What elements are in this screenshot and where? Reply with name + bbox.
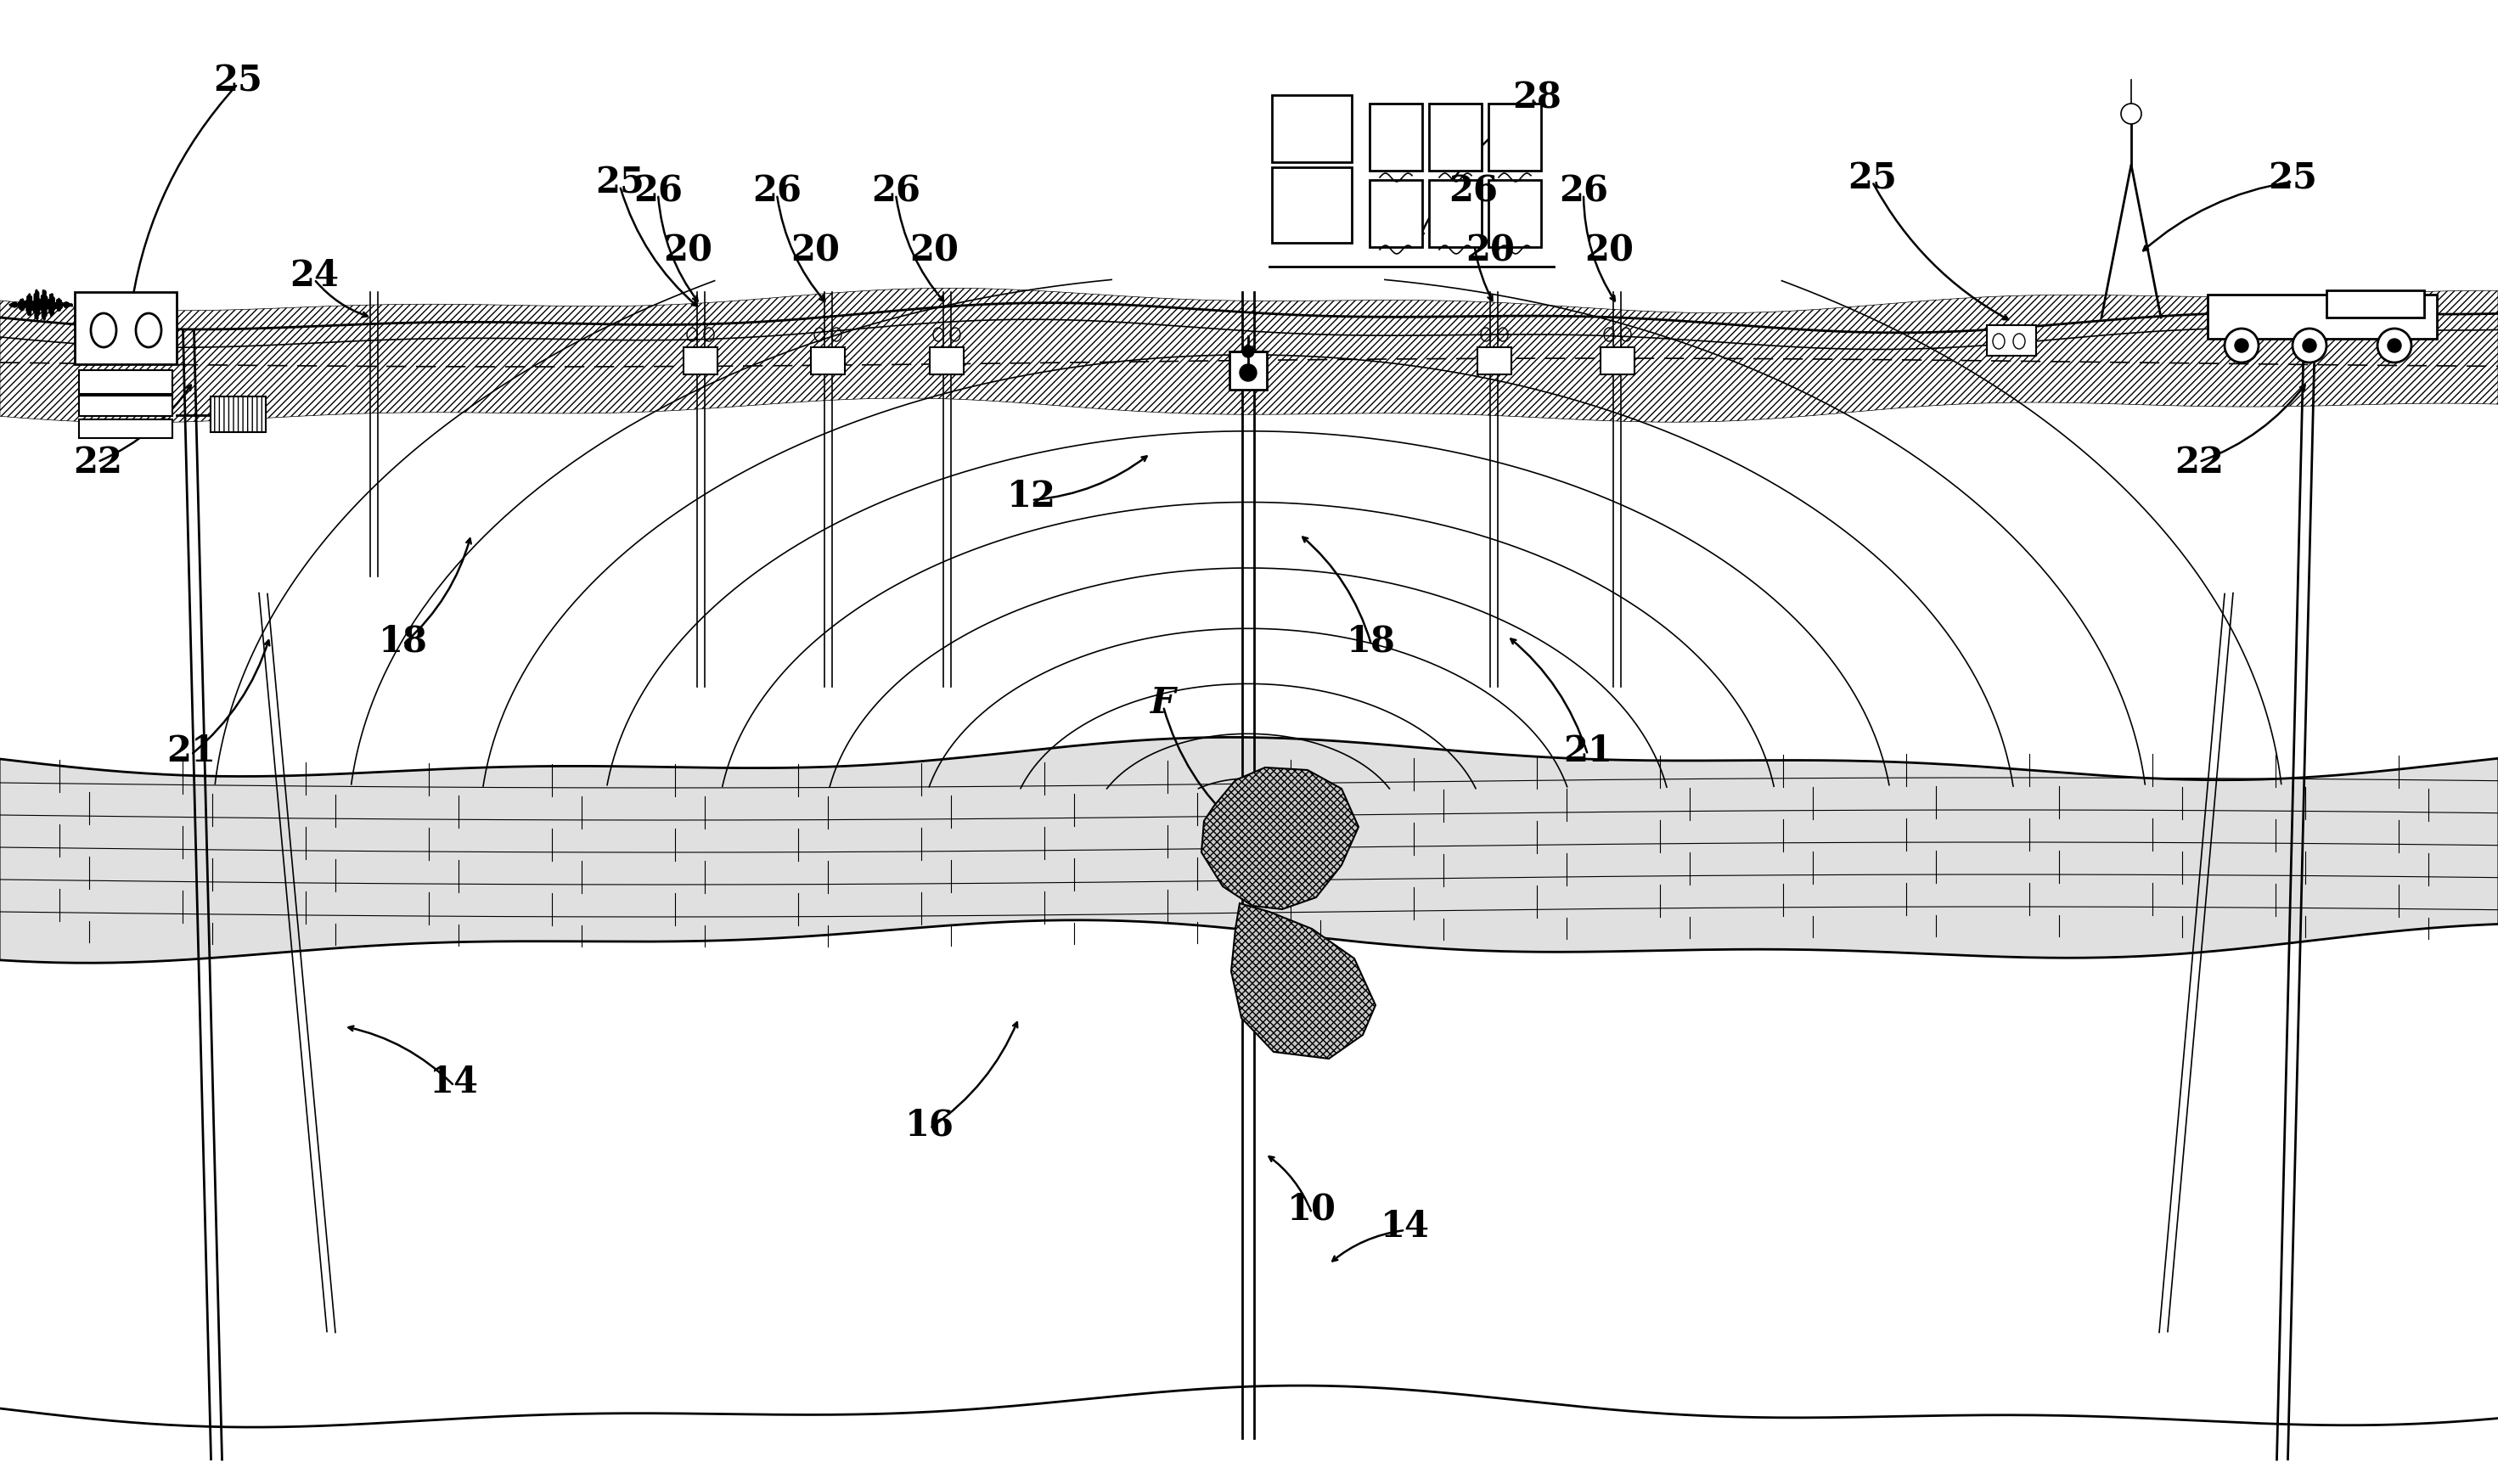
Circle shape [2226, 329, 2258, 364]
Text: 14: 14 [1381, 1208, 1429, 1244]
Text: 20: 20 [909, 233, 959, 269]
Polygon shape [0, 289, 2498, 423]
Text: 10: 10 [1286, 1192, 1336, 1227]
Text: 26: 26 [872, 174, 919, 209]
Polygon shape [1232, 904, 1376, 1060]
Text: 20: 20 [662, 233, 712, 269]
FancyBboxPatch shape [1476, 347, 1511, 375]
Text: 12: 12 [1007, 478, 1057, 513]
Text: 22: 22 [2173, 445, 2223, 481]
Text: 25: 25 [1849, 160, 1896, 196]
FancyBboxPatch shape [80, 396, 172, 417]
Circle shape [1242, 346, 1254, 358]
FancyBboxPatch shape [80, 371, 172, 395]
Text: 21: 21 [167, 733, 215, 769]
FancyBboxPatch shape [2326, 291, 2423, 318]
FancyBboxPatch shape [684, 347, 717, 375]
FancyBboxPatch shape [1229, 352, 1266, 390]
FancyBboxPatch shape [75, 292, 177, 365]
FancyBboxPatch shape [1271, 96, 1351, 163]
Text: 28: 28 [1511, 80, 1561, 116]
Text: 22: 22 [72, 445, 122, 481]
Text: 20: 20 [789, 233, 839, 269]
FancyBboxPatch shape [1369, 181, 1421, 248]
FancyBboxPatch shape [1601, 347, 1634, 375]
Text: 14: 14 [430, 1064, 480, 1100]
FancyBboxPatch shape [80, 420, 172, 439]
Text: 26: 26 [1449, 174, 1499, 209]
FancyBboxPatch shape [1369, 104, 1421, 171]
Polygon shape [0, 738, 2498, 963]
Text: 25: 25 [212, 62, 262, 98]
Text: 20: 20 [1584, 233, 1634, 269]
FancyBboxPatch shape [210, 398, 265, 433]
Text: 25: 25 [2268, 160, 2318, 196]
Text: 20: 20 [1466, 233, 1514, 269]
Polygon shape [1202, 767, 1359, 910]
FancyBboxPatch shape [929, 347, 964, 375]
Circle shape [2293, 329, 2326, 364]
FancyBboxPatch shape [1489, 104, 1541, 171]
Text: 25: 25 [595, 165, 644, 200]
FancyBboxPatch shape [2208, 295, 2438, 340]
Circle shape [2236, 340, 2248, 353]
FancyBboxPatch shape [1986, 326, 2036, 356]
Text: 26: 26 [634, 174, 682, 209]
Circle shape [2303, 340, 2316, 353]
Circle shape [2388, 340, 2401, 353]
Circle shape [1239, 365, 1256, 381]
Text: 16: 16 [904, 1107, 954, 1143]
FancyBboxPatch shape [1429, 181, 1481, 248]
Text: 26: 26 [1559, 174, 1609, 209]
FancyBboxPatch shape [1489, 181, 1541, 248]
Text: 24: 24 [290, 258, 340, 294]
FancyBboxPatch shape [812, 347, 844, 375]
Text: 21: 21 [1564, 733, 1611, 769]
FancyBboxPatch shape [1429, 104, 1481, 171]
Text: 18: 18 [1346, 623, 1396, 659]
Circle shape [2378, 329, 2411, 364]
Text: F: F [1152, 684, 1177, 720]
Text: 26: 26 [752, 174, 802, 209]
Text: 18: 18 [380, 623, 427, 659]
Circle shape [2121, 104, 2141, 125]
FancyBboxPatch shape [1271, 168, 1351, 243]
